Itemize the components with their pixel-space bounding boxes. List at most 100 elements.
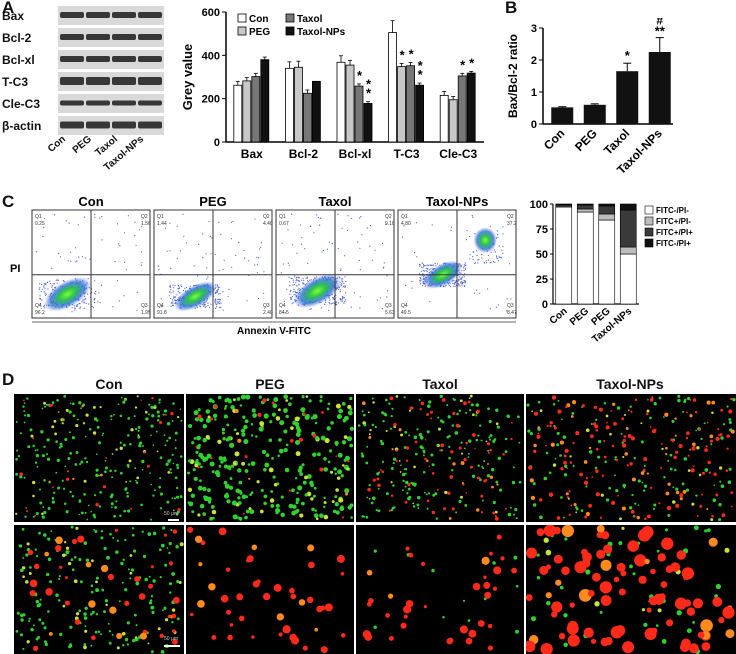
live-cell-dot (290, 426, 294, 430)
flow-event-dot (494, 251, 496, 253)
dead-cell-dot (717, 427, 720, 431)
live-cell-dot (385, 429, 388, 433)
wb-membrane (58, 72, 164, 91)
dead-cell-dot (587, 590, 595, 597)
dead-cell-dot (692, 398, 697, 402)
live-cell-dot (144, 410, 148, 414)
live-cell-dot (629, 506, 633, 510)
live-cell-dot (700, 437, 703, 441)
dead-cell-dot (244, 455, 248, 459)
flow-event-dot (294, 293, 296, 295)
live-cell-dot (390, 481, 393, 484)
dead-cell-dot (568, 490, 571, 493)
live-cell-dot (312, 494, 316, 498)
flow-event-dot (419, 277, 421, 279)
live-cell-dot (557, 399, 560, 402)
live-cell-dot (25, 507, 28, 509)
live-cell-dot (37, 635, 41, 639)
live-cell-dot (85, 460, 89, 464)
live-cell-dot (225, 492, 229, 496)
live-cell-dot (71, 568, 75, 572)
dead-cell-dot (345, 492, 348, 496)
x-tick-label: Con (548, 306, 570, 327)
live-cell-dot (36, 603, 41, 608)
live-cell-dot (313, 513, 319, 518)
dead-cell-dot (545, 592, 552, 599)
live-cell-dot (704, 529, 708, 533)
live-cell-dot (252, 413, 257, 418)
flow-event-dot (490, 251, 492, 253)
live-cell-dot (25, 553, 29, 557)
live-cell-dot (343, 435, 348, 440)
x-tick-label: PEG (572, 126, 600, 154)
dead-cell-dot (440, 443, 445, 448)
flow-event-dot (344, 255, 346, 257)
dead-cell-dot (646, 607, 652, 613)
flow-event-dot (328, 241, 330, 243)
live-cell-dot (159, 456, 163, 460)
live-cell-dot (175, 545, 179, 549)
flow-event-dot (116, 280, 119, 282)
live-cell-dot (560, 496, 563, 499)
live-cell-dot (614, 474, 616, 477)
x-tick-label: T-C3 (394, 147, 420, 161)
live-cell-dot (86, 518, 89, 521)
flow-event-dot (84, 216, 86, 218)
live-cell-dot (135, 624, 138, 627)
live-cell-dot (327, 460, 331, 464)
flow-event-dot (288, 264, 290, 266)
live-cell-dot (162, 413, 165, 416)
dead-cell-dot (376, 477, 380, 481)
dead-cell-dot (45, 588, 53, 596)
flow-event-dot (463, 269, 465, 272)
live-cell-dot (233, 398, 236, 402)
dead-cell-dot (393, 423, 397, 427)
live-cell-dot (250, 491, 254, 495)
flow-event-dot (481, 257, 483, 259)
flow-event-dot (302, 282, 304, 284)
live-cell-dot (209, 461, 215, 467)
live-cell-dot (564, 464, 568, 468)
dead-cell-dot (638, 575, 647, 584)
live-cell-dot (69, 452, 73, 455)
live-cell-dot (110, 502, 114, 506)
flow-event-dot (496, 230, 498, 232)
flow-event-dot (299, 224, 302, 226)
live-cell-dot (193, 437, 197, 440)
live-cell-dot (22, 405, 25, 408)
live-cell-dot (390, 508, 394, 512)
dead-cell-dot (630, 410, 633, 413)
live-cell-dot (126, 621, 130, 625)
live-cell-dot (69, 625, 73, 629)
live-cell-dot (372, 401, 375, 404)
dead-cell-dot (409, 406, 413, 410)
live-cell-dot (29, 428, 33, 432)
live-cell-dot (93, 528, 95, 531)
flow-event-dot (83, 301, 85, 303)
bar (457, 75, 467, 143)
flow-event-dot (505, 310, 507, 312)
live-cell-dot (126, 643, 130, 646)
live-cell-dot (22, 556, 25, 559)
dead-cell-dot (77, 535, 85, 543)
flow-event-dot (222, 291, 224, 293)
dead-cell-dot (630, 509, 635, 514)
live-cell-dot (56, 458, 60, 463)
dead-cell-dot (570, 504, 573, 507)
dead-cell-dot (649, 398, 654, 402)
legend-swatch (285, 26, 295, 36)
live-cell-dot (278, 448, 284, 454)
live-cell-dot (272, 475, 276, 479)
live-cell-dot (536, 576, 541, 580)
flow-event-dot (498, 260, 500, 262)
dead-cell-dot (282, 625, 291, 634)
wb-band (112, 34, 136, 40)
live-cell-dot (470, 403, 474, 407)
dead-cell-dot (606, 421, 609, 424)
dead-cell-dot (467, 400, 471, 404)
live-cell-dot (304, 493, 308, 497)
live-cell-dot (529, 432, 534, 436)
live-cell-dot (32, 494, 35, 498)
dead-cell-dot (665, 452, 668, 456)
dead-cell-dot (487, 623, 493, 629)
